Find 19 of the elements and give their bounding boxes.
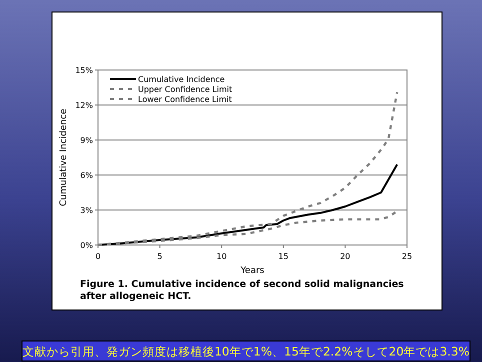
legend-label: Cumulative Incidence bbox=[138, 75, 225, 84]
x-tick-label: 20 bbox=[340, 252, 350, 261]
x-tick-label: 10 bbox=[216, 252, 227, 261]
x-tick-label: 25 bbox=[402, 252, 412, 261]
y-tick-label: 15% bbox=[75, 66, 94, 75]
y-tick-label: 0% bbox=[80, 241, 94, 250]
x-tick-label: 0 bbox=[95, 252, 101, 261]
x-tick-label: 5 bbox=[157, 252, 162, 261]
y-axis-title: Cumulative Incidence bbox=[59, 108, 69, 206]
x-axis-title: Years bbox=[240, 266, 265, 276]
y-tick-label: 6% bbox=[80, 171, 94, 180]
legend-label: Lower Confidence Limit bbox=[138, 95, 232, 104]
text: Figure 1. Cumulative incidence of second solid malignancies after allogeneic HCT. bbox=[80, 279, 404, 302]
x-tick-label: 15 bbox=[278, 252, 288, 261]
y-tick-label: 3% bbox=[80, 206, 94, 215]
y-tick-label: 12% bbox=[75, 101, 94, 110]
y-tick-label: 9% bbox=[80, 136, 94, 145]
text: 文献から引用、発ガン頻度は移植後10年で1%、15年で2.2%そして20年では3.3% bbox=[22, 344, 470, 358]
legend-label: Upper Confidence Limit bbox=[138, 85, 232, 94]
